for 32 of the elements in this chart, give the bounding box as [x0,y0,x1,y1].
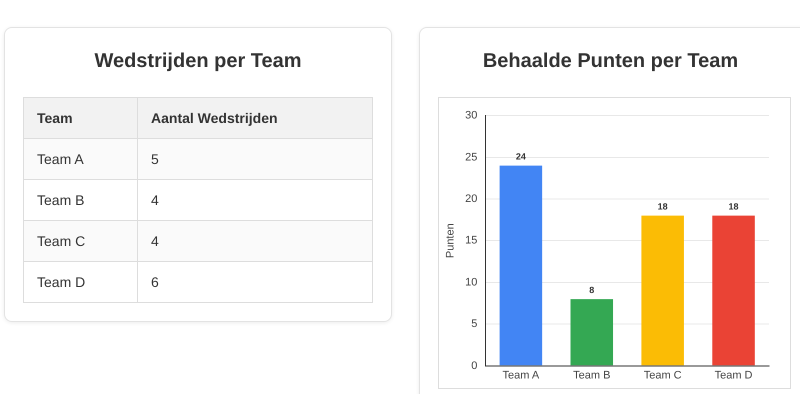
y-tick-label: 0 [471,360,478,372]
bar [712,216,755,366]
bar [641,216,684,366]
category-label: Team A [24,138,138,180]
data-label: 6 [138,262,372,302]
data-label: 18 [658,202,668,212]
y-tick-label: 5 [471,318,478,330]
y-tick-label: 20 [465,193,478,206]
data-label: 8 [589,285,594,296]
bar [500,166,542,366]
x-tick-label: Team C [644,369,682,382]
data-label: 18 [728,202,739,212]
x-tick-label: Team D [714,369,753,382]
category-label: Team B [24,180,138,220]
chart-title: Behaalde Punten per Team [482,50,740,73]
category-label: Team D [24,262,138,302]
text: Wedstrijden per Team [93,50,303,73]
bar [570,299,614,366]
text: Aantal Wedstrijden [138,98,372,138]
data-label: 4 [138,180,372,220]
y-axis-title: Punten [444,223,457,258]
data-label: 4 [138,220,372,262]
data-label: 5 [138,138,372,180]
y-tick-label: 10 [465,276,478,288]
x-tick-label: Team B [573,369,610,382]
data-label: 24 [516,152,526,162]
category-label: Team C [24,220,138,262]
y-tick-label: 15 [465,234,478,247]
text: Team [24,98,138,138]
x-tick-label: Team A [502,369,540,382]
y-tick-label: 25 [465,151,478,164]
y-tick-label: 30 [465,110,478,122]
